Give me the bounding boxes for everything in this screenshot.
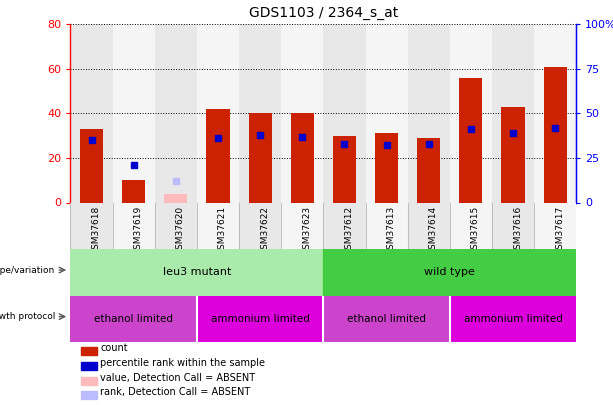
Text: value, Detection Call = ABSENT: value, Detection Call = ABSENT — [100, 373, 255, 383]
Text: GSM37615: GSM37615 — [471, 206, 480, 256]
Bar — [81, 347, 97, 355]
Bar — [501, 107, 525, 202]
Text: growth protocol: growth protocol — [0, 312, 55, 321]
Bar — [324, 24, 365, 202]
Text: GSM37616: GSM37616 — [513, 206, 522, 256]
Text: wild type: wild type — [424, 267, 475, 277]
Text: GSM37622: GSM37622 — [260, 206, 269, 255]
Bar — [197, 24, 239, 202]
Bar — [534, 24, 576, 202]
Text: percentile rank within the sample: percentile rank within the sample — [100, 358, 265, 368]
Text: genotype/variation: genotype/variation — [0, 266, 55, 275]
Bar — [197, 296, 324, 342]
Text: GSM37620: GSM37620 — [176, 206, 185, 255]
Bar — [544, 66, 567, 202]
Bar — [324, 249, 576, 296]
Bar — [239, 24, 281, 202]
Text: leu3 mutant: leu3 mutant — [162, 267, 231, 277]
Text: GSM37621: GSM37621 — [218, 206, 227, 255]
Bar — [70, 24, 113, 202]
Bar — [81, 362, 97, 370]
Text: count: count — [100, 343, 128, 353]
Bar — [239, 202, 281, 249]
Bar — [154, 24, 197, 202]
Text: GSM37614: GSM37614 — [428, 206, 438, 255]
Bar — [417, 138, 440, 202]
Bar — [492, 24, 534, 202]
Bar — [70, 202, 113, 249]
Text: GSM37612: GSM37612 — [345, 206, 354, 255]
Bar — [154, 202, 197, 249]
Bar — [281, 202, 324, 249]
Text: GSM37623: GSM37623 — [302, 206, 311, 255]
Bar — [492, 202, 534, 249]
Bar — [408, 24, 450, 202]
Text: GSM37619: GSM37619 — [134, 206, 143, 256]
Text: GSM37618: GSM37618 — [91, 206, 101, 256]
Text: GSM37613: GSM37613 — [387, 206, 395, 256]
Bar — [333, 136, 356, 202]
Bar — [113, 24, 154, 202]
Bar — [450, 24, 492, 202]
Bar — [207, 109, 230, 202]
Text: GSM37617: GSM37617 — [555, 206, 564, 256]
Title: GDS1103 / 2364_s_at: GDS1103 / 2364_s_at — [249, 6, 398, 21]
Text: ethanol limited: ethanol limited — [347, 314, 426, 324]
Bar — [248, 113, 272, 202]
Bar — [450, 296, 576, 342]
Text: ammonium limited: ammonium limited — [211, 314, 310, 324]
Bar — [197, 202, 239, 249]
Bar — [70, 249, 324, 296]
Text: ammonium limited: ammonium limited — [463, 314, 563, 324]
Bar — [534, 202, 576, 249]
Text: rank, Detection Call = ABSENT: rank, Detection Call = ABSENT — [100, 388, 250, 397]
Bar — [122, 180, 145, 202]
Bar — [450, 202, 492, 249]
Bar — [408, 202, 450, 249]
Bar — [324, 202, 365, 249]
Bar — [80, 129, 103, 202]
Bar — [375, 134, 398, 202]
Bar — [81, 377, 97, 384]
Bar — [164, 194, 188, 202]
Bar — [70, 296, 197, 342]
Bar — [281, 24, 324, 202]
Bar — [365, 24, 408, 202]
Bar — [291, 113, 314, 202]
Bar — [324, 296, 450, 342]
Bar — [81, 392, 97, 399]
Bar — [459, 78, 482, 202]
Text: ethanol limited: ethanol limited — [94, 314, 173, 324]
Bar — [113, 202, 154, 249]
Bar — [365, 202, 408, 249]
